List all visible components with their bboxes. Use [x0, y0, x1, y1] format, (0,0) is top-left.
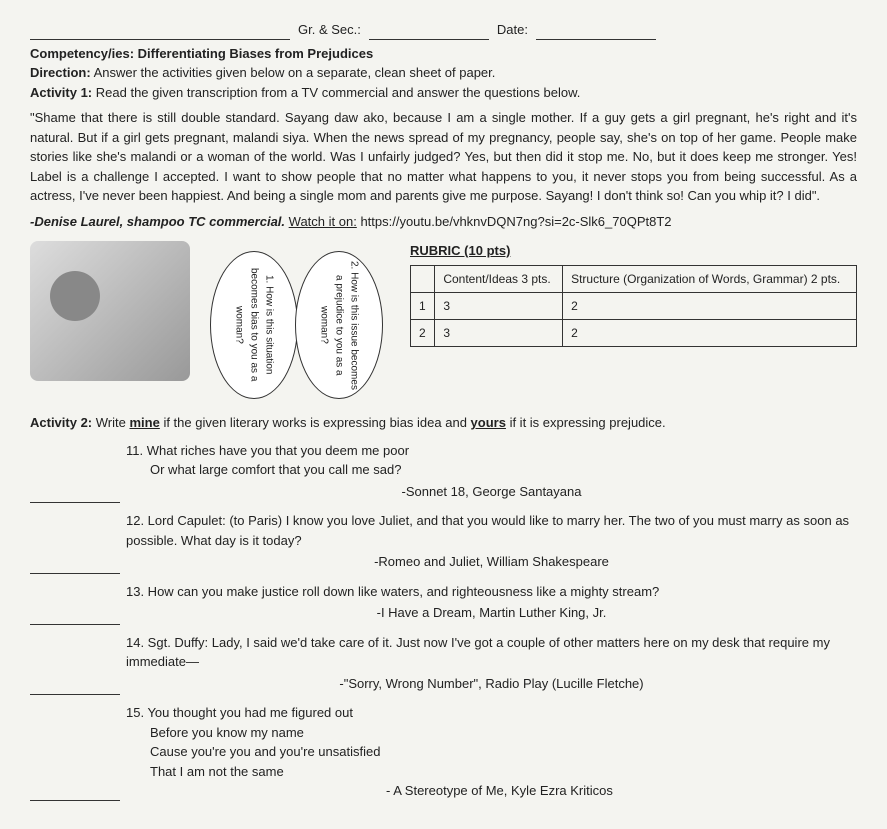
direction-label: Direction: — [30, 65, 91, 80]
item-body: 14. Sgt. Duffy: Lady, I said we'd take c… — [126, 633, 857, 696]
source-author: -Denise Laurel, shampoo TC commercial. — [30, 214, 285, 229]
item-body: 12. Lord Capulet: (to Paris) I know you … — [126, 511, 857, 574]
row-c2: 2 — [563, 319, 857, 346]
row-num: 1 — [411, 292, 435, 319]
gr-sec-blank[interactable] — [369, 20, 489, 40]
rubric-empty-header — [411, 265, 435, 292]
table-row: 1 3 2 — [411, 292, 857, 319]
competency-label: Competency/ies: — [30, 46, 134, 61]
date-blank[interactable] — [536, 20, 656, 40]
attribution: -Sonnet 18, George Santayana — [126, 482, 857, 502]
gr-sec-label: Gr. & Sec.: — [298, 20, 361, 40]
source-line: -Denise Laurel, shampoo TC commercial. W… — [30, 212, 857, 232]
bubble-q2: 2. How is this issue becomes a prejudice… — [295, 251, 383, 399]
attribution: - A Stereotype of Me, Kyle Ezra Kriticos — [126, 781, 857, 801]
question-item: 11. What riches have you that you deem m… — [30, 441, 857, 504]
mid-section: 1. How is this situation becomes bias to… — [30, 241, 857, 401]
activity1-line: Activity 1: Read the given transcription… — [30, 83, 857, 103]
passage-text: "Shame that there is still double standa… — [30, 108, 857, 206]
activity1-text: Read the given transcription from a TV c… — [96, 85, 581, 100]
rubric-table: Content/Ideas 3 pts. Structure (Organiza… — [410, 265, 857, 347]
item-text: 11. What riches have you that you deem m… — [126, 441, 857, 461]
row-c1: 3 — [435, 319, 563, 346]
answer-blank[interactable] — [30, 441, 120, 504]
table-row: 2 3 2 — [411, 319, 857, 346]
rubric-col1: Content/Ideas 3 pts. — [435, 265, 563, 292]
item-text: 14. Sgt. Duffy: Lady, I said we'd take c… — [126, 633, 857, 672]
activity2-label: Activity 2: — [30, 415, 92, 430]
question-item: 14. Sgt. Duffy: Lady, I said we'd take c… — [30, 633, 857, 696]
item-body: 13. How can you make justice roll down l… — [126, 582, 857, 625]
answer-blank[interactable] — [30, 511, 120, 574]
date-label: Date: — [497, 20, 528, 40]
speech-bubbles: 1. How is this situation becomes bias to… — [210, 241, 390, 401]
competency-line: Competency/ies: Differentiating Biases f… — [30, 44, 857, 64]
anime-illustration — [30, 241, 190, 381]
question-item: 13. How can you make justice roll down l… — [30, 582, 857, 625]
activity2-instructions: Activity 2: Write mine if the given lite… — [30, 413, 857, 433]
item-body: 15. You thought you had me figured outBe… — [126, 703, 857, 801]
item-text: Cause you're you and you're unsatisfied — [126, 742, 857, 762]
instr-a: Write — [96, 415, 130, 430]
direction-text: Answer the activities given below on a s… — [94, 65, 496, 80]
yours-word: yours — [471, 415, 506, 430]
attribution: -I Have a Dream, Martin Luther King, Jr. — [126, 603, 857, 623]
item-text: Before you know my name — [126, 723, 857, 743]
row-num: 2 — [411, 319, 435, 346]
rubric-col2: Structure (Organization of Words, Gramma… — [563, 265, 857, 292]
attribution: -Romeo and Juliet, William Shakespeare — [126, 552, 857, 572]
header-row: Gr. & Sec.: Date: — [30, 20, 857, 40]
attribution: -"Sorry, Wrong Number", Radio Play (Luci… — [126, 674, 857, 694]
item-text: 13. How can you make justice roll down l… — [126, 582, 857, 602]
item-body: 11. What riches have you that you deem m… — [126, 441, 857, 504]
direction-line: Direction: Answer the activities given b… — [30, 63, 857, 83]
rubric-title: RUBRIC (10 pts) — [410, 241, 857, 261]
item-text: That I am not the same — [126, 762, 857, 782]
item-text: Or what large comfort that you call me s… — [126, 460, 857, 480]
bubble-q1: 1. How is this situation becomes bias to… — [210, 251, 298, 399]
mine-word: mine — [129, 415, 159, 430]
source-url: https://youtu.be/vhknvDQN7ng?si=2c-Slk6_… — [360, 214, 671, 229]
instr-b: if the given literary works is expressin… — [160, 415, 471, 430]
item-text: 12. Lord Capulet: (to Paris) I know you … — [126, 511, 857, 550]
source-watch: Watch it on: — [289, 214, 357, 229]
item-text: 15. You thought you had me figured out — [126, 703, 857, 723]
row-c1: 3 — [435, 292, 563, 319]
activity1-label: Activity 1: — [30, 85, 92, 100]
answer-blank[interactable] — [30, 633, 120, 696]
answer-blank[interactable] — [30, 582, 120, 625]
competency-text: Differentiating Biases from Prejudices — [138, 46, 374, 61]
question-item: 12. Lord Capulet: (to Paris) I know you … — [30, 511, 857, 574]
name-blank[interactable] — [30, 20, 290, 40]
question-item: 15. You thought you had me figured outBe… — [30, 703, 857, 801]
rubric: RUBRIC (10 pts) Content/Ideas 3 pts. Str… — [410, 241, 857, 347]
answer-blank[interactable] — [30, 703, 120, 801]
row-c2: 2 — [563, 292, 857, 319]
instr-c: if it is expressing prejudice. — [506, 415, 666, 430]
